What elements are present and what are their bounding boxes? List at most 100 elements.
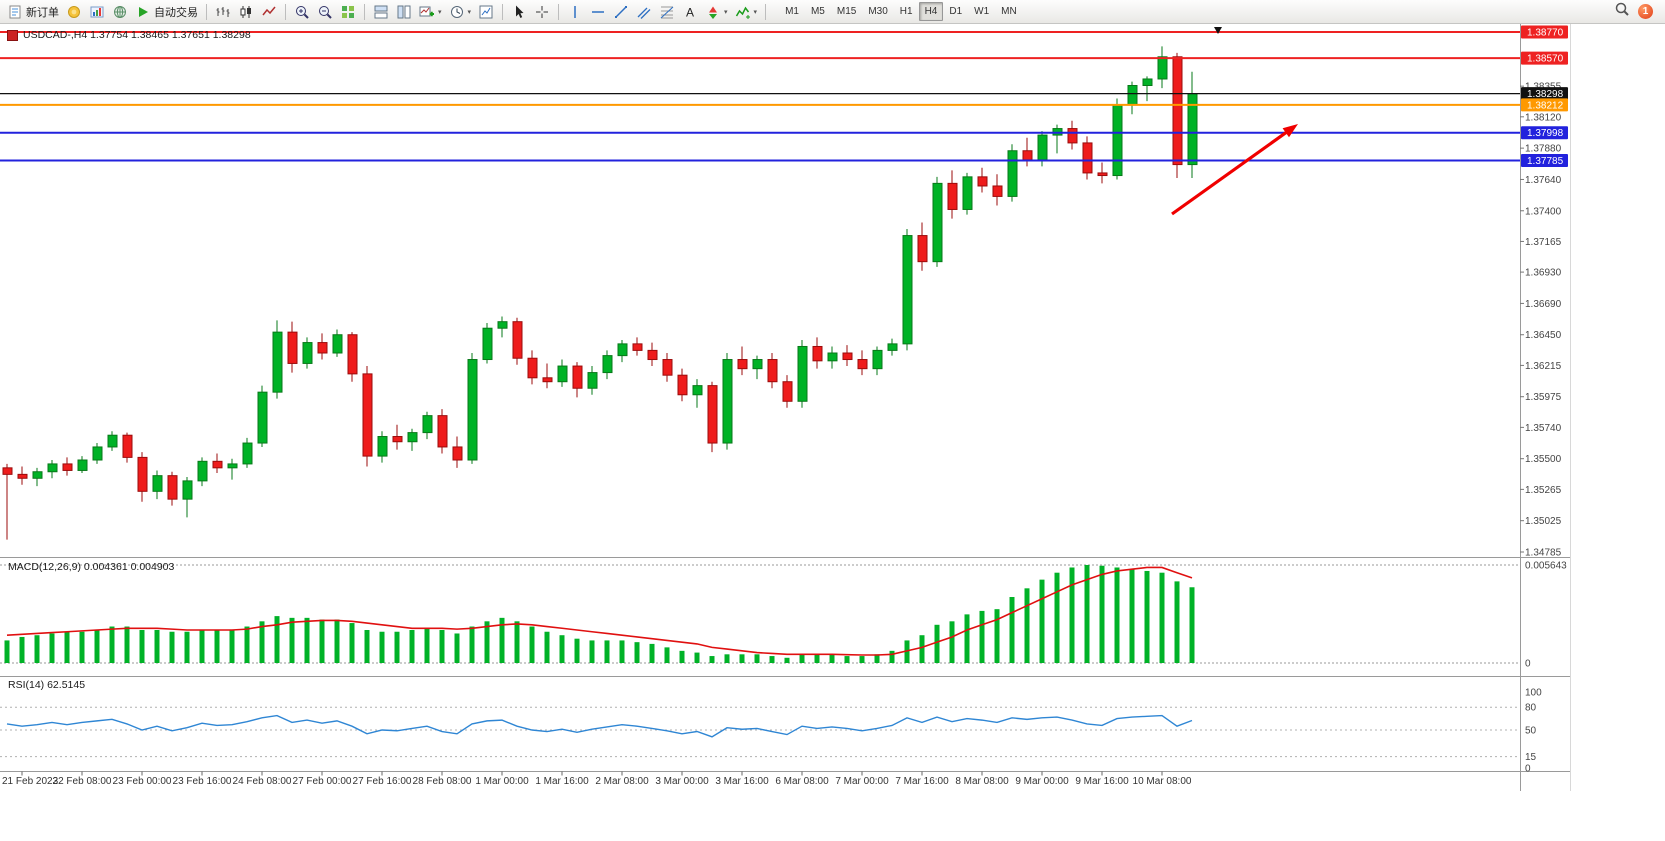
- chart-title-text: USDCAD-,H4 1.37754 1.38465 1.37651 1.382…: [23, 29, 251, 41]
- horizontal-line-icon[interactable]: [587, 1, 609, 23]
- new-order-button[interactable]: 新订单: [4, 1, 62, 23]
- indicators-list-icon[interactable]: ▾: [732, 1, 761, 23]
- chart-shift-marker: [1214, 27, 1222, 34]
- svg-text:1.38770: 1.38770: [1527, 28, 1564, 39]
- toolbar-right-group: 1: [1614, 1, 1661, 22]
- crosshair: [536, 5, 549, 18]
- svg-text:15: 15: [1525, 752, 1537, 763]
- svg-text:9 Mar 00:00: 9 Mar 00:00: [1015, 776, 1069, 787]
- chart-symbol-icon: [7, 29, 18, 41]
- svg-text:1.38570: 1.38570: [1527, 54, 1564, 65]
- timeframe-mn-button[interactable]: MN: [1001, 6, 1017, 17]
- fibonacci-retracement-icon[interactable]: [656, 1, 678, 23]
- vertical-line-icon[interactable]: [564, 1, 586, 23]
- autotrading-button[interactable]: 自动交易: [132, 1, 201, 23]
- winv: [397, 5, 411, 18]
- svg-text:1.37165: 1.37165: [1525, 237, 1562, 248]
- textA: A: [686, 5, 694, 19]
- chart-window-icon[interactable]: [393, 1, 415, 23]
- zoom-out-icon[interactable]: [314, 1, 336, 23]
- arrow-objects-icon[interactable]: ▾: [702, 1, 731, 23]
- trend-arrow-annotation[interactable]: [1171, 124, 1298, 216]
- cursor: [516, 5, 524, 18]
- channel: [637, 7, 651, 19]
- timeframe-w1-button[interactable]: W1: [974, 6, 990, 17]
- seal: [68, 5, 80, 18]
- clock: [450, 5, 463, 18]
- svg-text:0: 0: [1525, 659, 1531, 670]
- timeframe-h4-button[interactable]: H4: [918, 2, 944, 21]
- svg-text:50: 50: [1525, 726, 1537, 737]
- text-label-icon[interactable]: A: [679, 1, 701, 23]
- svg-text:7 Mar 16:00: 7 Mar 16:00: [895, 776, 949, 787]
- level-lines: [0, 31, 1520, 162]
- svg-text:1.36215: 1.36215: [1525, 361, 1562, 372]
- svg-text:A: A: [686, 5, 694, 19]
- rsi-panel: 100 80 50 150: [0, 688, 1542, 775]
- doc: [9, 5, 21, 18]
- indicator-window-icon[interactable]: [370, 1, 392, 23]
- notification-badge[interactable]: 1: [1638, 4, 1653, 19]
- newchart: [419, 6, 434, 16]
- chart-properties-icon[interactable]: [475, 1, 497, 23]
- tile-windows-icon[interactable]: [337, 1, 359, 23]
- chart-ohlc-readout: USDCAD-,H4 1.37754 1.38465 1.37651 1.382…: [7, 29, 251, 41]
- new-chart-icon[interactable]: ▾: [416, 1, 445, 23]
- toolbar: 新订单 自动交易 ▾ ▾ A ▾ ▾ M1 M5 M15 M30 H1 H4 D1 W1 MN 1: [0, 0, 1665, 24]
- svg-text:1.38120: 1.38120: [1525, 112, 1562, 123]
- timeframe-d1-button[interactable]: D1: [949, 6, 963, 17]
- props: [479, 5, 493, 18]
- dropdown-caret-icon: ▾: [438, 8, 442, 16]
- timeframe-m15-button[interactable]: M15: [836, 6, 857, 17]
- svg-text:1.38212: 1.38212: [1527, 100, 1564, 111]
- bar-chart-type-icon[interactable]: [212, 1, 234, 23]
- candlestick-chart-type-icon[interactable]: [235, 1, 257, 23]
- timeframe-m5-button[interactable]: M5: [810, 6, 825, 17]
- svg-text:1.35740: 1.35740: [1525, 423, 1562, 434]
- period-selector-icon[interactable]: ▾: [446, 1, 475, 23]
- svg-text:1.38298: 1.38298: [1527, 89, 1564, 100]
- macd-indicator-label: MACD(12,26,9) 0.004361 0.004903: [8, 561, 175, 573]
- svg-text:1.36690: 1.36690: [1525, 299, 1562, 310]
- grid: [342, 5, 354, 18]
- hline: [592, 10, 605, 13]
- chart3: [90, 6, 104, 17]
- trendline-icon[interactable]: [610, 1, 632, 23]
- globe: [114, 5, 126, 18]
- candles: [240, 5, 251, 18]
- crosshair-icon[interactable]: [531, 1, 553, 23]
- cursor-icon[interactable]: [508, 1, 530, 23]
- toolbar-separator: [765, 3, 767, 20]
- svg-text:7 Mar 00:00: 7 Mar 00:00: [835, 776, 889, 787]
- data-window-icon[interactable]: [86, 1, 108, 23]
- price-axis[interactable]: 1.383551.381201.378801.376401.374001.371…: [1520, 25, 1568, 559]
- macd-panel: 0.005643 0: [0, 561, 1567, 670]
- svg-text:24 Feb 08:00: 24 Feb 08:00: [233, 776, 292, 787]
- search-icon[interactable]: [1614, 1, 1630, 22]
- zoomin: [296, 5, 309, 19]
- timeframe-m1-button[interactable]: M1: [785, 6, 799, 17]
- line-chart-type-icon[interactable]: [258, 1, 280, 23]
- svg-text:23 Feb 16:00: 23 Feb 16:00: [173, 776, 232, 787]
- svg-text:1.37640: 1.37640: [1525, 175, 1562, 186]
- equidistant-channel-icon[interactable]: [633, 1, 655, 23]
- timeframe-h1-button[interactable]: H1: [899, 6, 913, 17]
- svg-text:9 Mar 16:00: 9 Mar 16:00: [1075, 776, 1129, 787]
- panel-frame: [0, 24, 1571, 791]
- autotrading-button-label: 自动交易: [154, 6, 198, 19]
- strategy-tester-icon[interactable]: [109, 1, 131, 23]
- timeframe-m30-button[interactable]: M30: [868, 6, 888, 17]
- new-order-button-label: 新订单: [26, 6, 59, 19]
- zoom-in-icon[interactable]: [291, 1, 313, 23]
- svg-text:27 Feb 16:00: 27 Feb 16:00: [353, 776, 412, 787]
- market-watch-icon[interactable]: [63, 1, 85, 23]
- svg-text:1.34785: 1.34785: [1525, 548, 1562, 559]
- bars: [216, 6, 230, 17]
- toolbar-separator: [558, 3, 560, 20]
- dropdown-caret-icon: ▾: [753, 8, 758, 16]
- svg-text:1.35265: 1.35265: [1525, 485, 1562, 496]
- dropdown-caret-icon: ▾: [724, 8, 728, 16]
